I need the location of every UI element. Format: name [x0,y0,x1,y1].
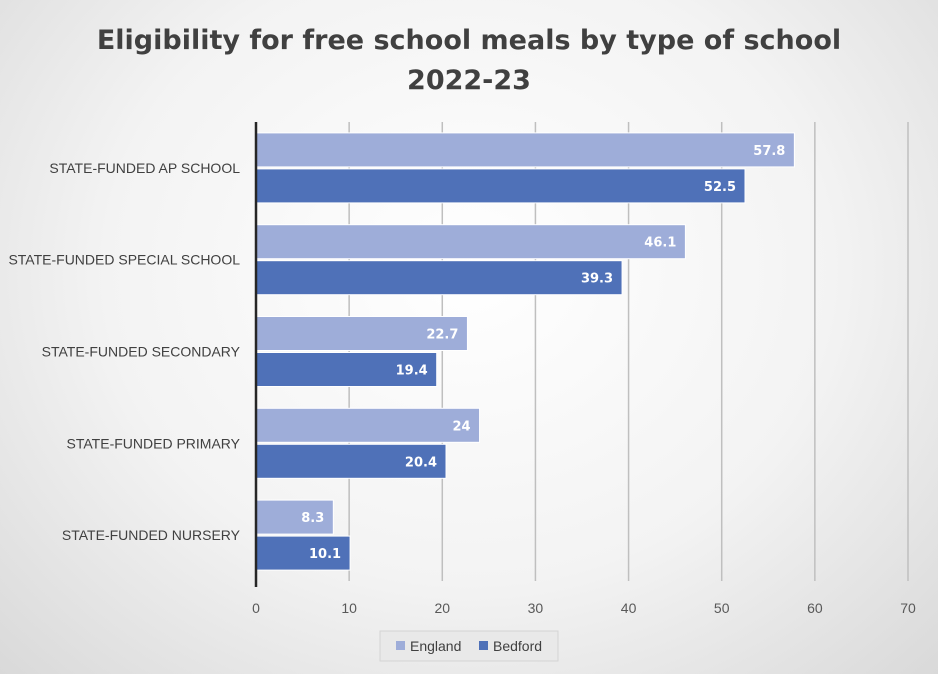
category-label: STATE-FUNDED AP SCHOOL [49,160,240,176]
chart-title-line-2: 2022-23 [407,65,531,96]
x-tick-label: 50 [714,600,730,616]
legend-box [379,630,559,662]
x-tick-label: 40 [621,600,637,616]
bar-bedford [255,352,438,387]
x-tick-label: 30 [528,600,544,616]
data-label-bedford: 19.4 [396,364,428,379]
labels: 0 10 20 30 40 50 60 70 STATE-FUNDED AP SCHOOL 57.… [8,144,916,616]
x-tick-label: 10 [341,600,357,616]
bar-bedford [255,443,447,479]
category-label: STATE-FUNDED SECONDARY [42,344,241,360]
bar-england [255,407,481,443]
x-tick-label: 60 [807,600,823,616]
x-tick-label: 0 [252,600,260,616]
legend-label-england: England [410,638,461,654]
legend-swatch-england [396,641,405,650]
bar-bedford [255,260,623,296]
bar-england [255,224,686,260]
x-tick-label: 20 [434,600,450,616]
data-label-england: 22.7 [426,328,458,343]
data-label-bedford: 20.4 [405,455,437,470]
data-label-bedford: 10.1 [309,547,341,562]
data-label-england: 24 [452,419,470,434]
data-label-bedford: 39.3 [581,272,613,287]
category-label: STATE-FUNDED NURSERY [62,527,241,543]
data-label-england: 8.3 [301,511,324,526]
chart-title-line-1: Eligibility for free school meals by typ… [97,25,841,56]
legend-swatch-bedford [479,641,488,650]
category-label: STATE-FUNDED SPECIAL SCHOOL [8,252,240,268]
bar-bedford [255,535,351,571]
data-label-england: 57.8 [753,144,785,159]
data-label-bedford: 52.5 [704,180,736,195]
x-tick-label: 70 [900,600,916,616]
legend: England Bedford [379,630,559,662]
bars [255,132,795,571]
legend-label-bedford: Bedford [493,638,542,654]
category-label: STATE-FUNDED PRIMARY [67,435,241,451]
bar-bedford [255,168,746,204]
data-label-england: 46.1 [644,236,676,251]
bar-england [255,132,795,168]
